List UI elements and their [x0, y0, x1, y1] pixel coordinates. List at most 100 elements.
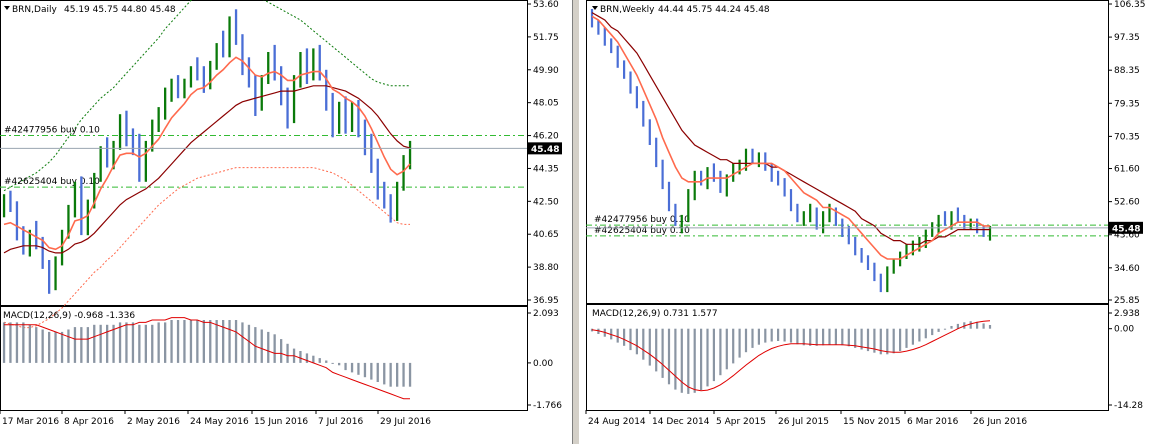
macd-histogram-bar	[674, 328, 677, 390]
ohlc-bar	[376, 158, 379, 200]
macd-histogram-bar	[73, 327, 77, 363]
ohlc-bar	[956, 207, 959, 223]
macd-histogram-bar	[357, 362, 360, 375]
ohlc-bar	[73, 181, 77, 218]
ohlc-bar	[157, 107, 160, 132]
ohlc-bar	[931, 222, 934, 237]
ohlc-bar	[41, 236, 44, 269]
macd-histogram-bar	[35, 327, 38, 363]
ohlc-bar	[215, 43, 218, 70]
macd-histogram-bar	[950, 326, 953, 329]
chart-ohlc-header: 45.19 45.75 44.80 45.48	[64, 5, 176, 15]
ohlc-bar	[254, 75, 257, 116]
ohlc-bar	[892, 259, 895, 274]
macd-histogram-bar	[331, 362, 334, 364]
macd-histogram-bar	[222, 320, 225, 363]
ohlc-bar	[80, 176, 83, 236]
macd-histogram-bar	[815, 328, 818, 346]
macd-histogram-bar	[783, 328, 786, 342]
ohlc-bar	[783, 178, 786, 197]
macd-histogram-bar	[67, 329, 70, 363]
macd-histogram-bar	[751, 328, 754, 348]
ohlc-bar	[943, 211, 947, 226]
ohlc-bar	[610, 38, 613, 54]
x-tick-label: 24 May 2016	[190, 417, 249, 427]
macd-histogram-bar	[389, 362, 392, 387]
macd-histogram-bar	[402, 362, 405, 387]
macd-histogram-bar	[170, 320, 173, 363]
ohlc-bar	[809, 203, 812, 223]
y-tick-label: 48.05	[533, 99, 559, 109]
weekly-chart-window[interactable]: 106.35 97.35 88.35 79.35 70.35 61.60 52.60 43.6…	[580, 0, 1152, 444]
macd-y-tick-label: 0.00	[1114, 325, 1134, 335]
ohlc-bar	[396, 181, 399, 221]
window-divider[interactable]	[572, 0, 580, 444]
chart-symbol-header: BRN,Daily	[12, 5, 57, 15]
macd-histogram-bar	[866, 328, 870, 352]
ohlc-bar	[9, 190, 12, 212]
macd-histogram-bar	[325, 360, 328, 363]
daily-chart-svg: 53.60 51.75 49.90 48.05 46.20 44.35 42.50 40.65…	[0, 0, 562, 427]
ohlc-bar	[969, 218, 972, 230]
macd-histogram-bar	[956, 323, 959, 329]
x-tick-label: 26 Jun 2016	[973, 417, 1027, 427]
macd-histogram-bar	[118, 322, 122, 363]
daily-chart-window[interactable]: 53.60 51.75 49.90 48.05 46.20 44.35 42.50 40.65…	[0, 0, 572, 444]
ema-fast-line	[3, 56, 411, 251]
macd-histogram-bar	[396, 362, 399, 387]
macd-signal-line	[4, 317, 410, 400]
x-tick-label: 6 Mar 2016	[907, 417, 959, 427]
ohlc-bar	[751, 148, 754, 164]
main-plot-frame	[586, 0, 1109, 304]
x-tick-label: 29 Jul 2016	[380, 417, 431, 427]
ohlc-bar	[757, 152, 760, 168]
macd-histogram-bar	[860, 328, 863, 350]
ohlc-bar	[693, 170, 696, 201]
y-tick-label: 25.85	[1114, 296, 1140, 306]
ohlc-bar	[879, 273, 882, 293]
ohlc-bar	[106, 137, 109, 168]
macd-histogram-bar	[318, 358, 321, 363]
ohlc-bar	[280, 66, 283, 106]
ohlc-bar	[389, 194, 392, 223]
macd-histogram-bar	[738, 328, 741, 358]
macd-histogram-bar	[789, 328, 793, 343]
ohlc-bar	[597, 20, 600, 35]
ohlc-bar	[719, 170, 722, 193]
macd-histogram-bar	[706, 328, 709, 387]
ohlc-bar	[318, 44, 321, 81]
macd-histogram-bar	[22, 322, 25, 363]
macd-histogram-bar	[15, 322, 19, 363]
macd-histogram-bar	[80, 327, 83, 363]
macd-histogram-bar	[99, 324, 102, 363]
y-tick-label: 53.60	[533, 0, 559, 10]
weekly-chart-svg: 106.35 97.35 88.35 79.35 70.35 61.60 52.60 43.6…	[585, 0, 1146, 427]
ohlc-bar	[267, 52, 270, 84]
macd-histogram-bar	[299, 351, 302, 363]
y-tick-label: 61.60	[1114, 165, 1140, 175]
macd-histogram-bar	[247, 324, 251, 363]
macd-histogram-bar	[189, 320, 193, 363]
x-tick-label: 15 Nov 2015	[843, 417, 901, 427]
y-tick-label: 70.35	[1114, 132, 1140, 142]
y-tick-label: 97.35	[1114, 33, 1140, 43]
ohlc-bar	[196, 57, 199, 81]
ohlc-bar	[976, 218, 979, 234]
y-tick-label: 79.35	[1114, 99, 1140, 109]
macd-histogram-bar	[648, 328, 651, 366]
macd-histogram-bar	[693, 328, 696, 393]
ohlc-bar	[674, 203, 677, 226]
macd-histogram-bar	[383, 362, 386, 385]
macd-histogram-bar	[732, 328, 735, 364]
macd-histogram-bar	[886, 328, 889, 355]
ohlc-bar	[370, 133, 373, 173]
ohlc-bar	[99, 146, 102, 182]
ohlc-bar	[834, 207, 837, 226]
macd-histogram-bar	[841, 328, 844, 346]
ema-fast-line	[591, 15, 990, 260]
ohlc-bar	[15, 201, 19, 241]
ohlc-bar	[357, 100, 360, 138]
chart-symbol-header: BRN,Weekly	[600, 5, 655, 15]
order-label: #42477956 buy 0.10	[594, 215, 690, 225]
ohlc-bar	[189, 66, 193, 88]
